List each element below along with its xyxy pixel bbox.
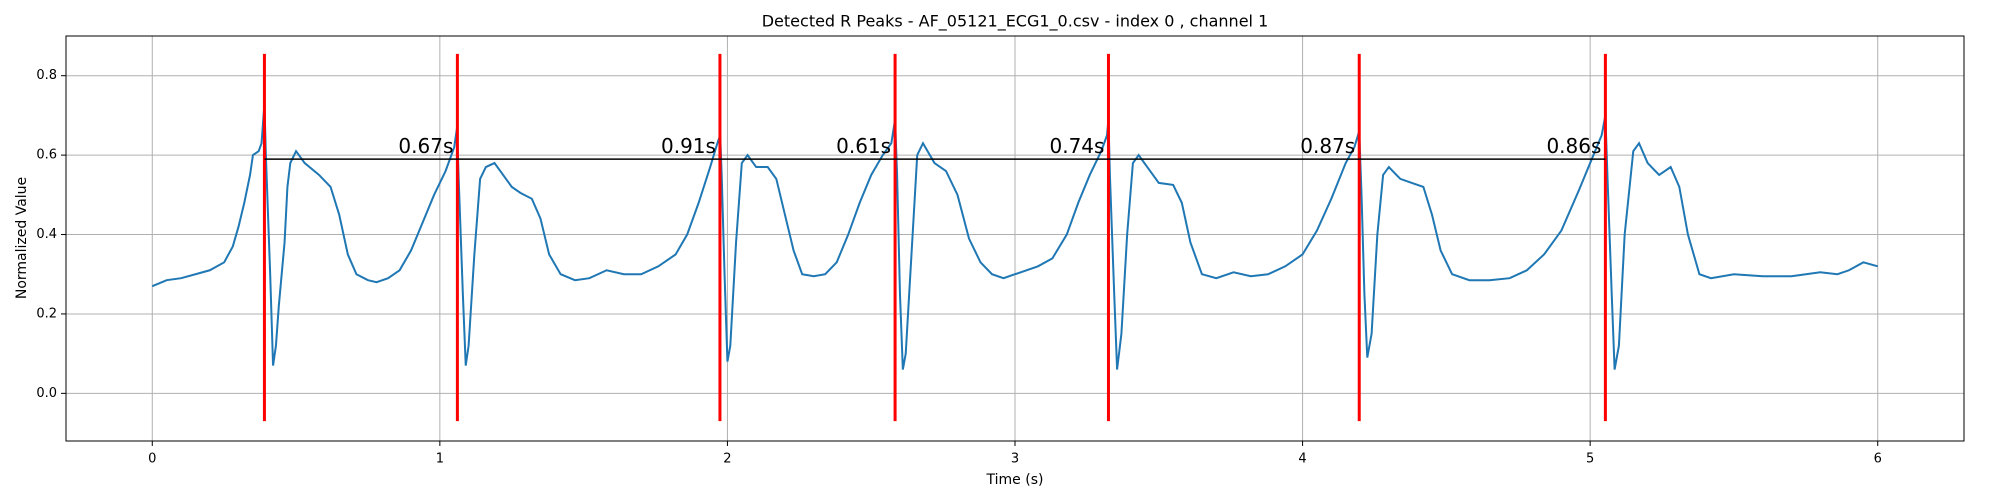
y-tick-label: 0.0 bbox=[36, 386, 57, 401]
interval-label: 0.86s bbox=[1546, 134, 1601, 158]
chart-title: Detected R Peaks - AF_05121_ECG1_0.csv -… bbox=[762, 12, 1269, 32]
interval-label: 0.91s bbox=[661, 134, 716, 158]
signal-line bbox=[151, 103, 1878, 370]
y-tick-label: 0.8 bbox=[36, 68, 57, 83]
x-tick-label: 2 bbox=[723, 452, 731, 467]
y-tick-label: 0.4 bbox=[36, 227, 57, 242]
x-tick-label: 3 bbox=[1011, 452, 1019, 467]
y-tick-label: 0.6 bbox=[36, 148, 57, 163]
interval-label: 0.67s bbox=[398, 134, 453, 158]
interval-label: 0.87s bbox=[1300, 134, 1355, 158]
x-tick-label: 1 bbox=[436, 452, 444, 467]
x-tick-label: 5 bbox=[1586, 452, 1594, 467]
x-axis-label: Time (s) bbox=[986, 472, 1044, 488]
interval-label: 0.61s bbox=[836, 134, 891, 158]
x-tick-label: 4 bbox=[1298, 452, 1306, 467]
y-tick-label: 0.2 bbox=[36, 306, 57, 321]
x-tick-label: 0 bbox=[148, 452, 156, 467]
interval-label: 0.74s bbox=[1050, 134, 1105, 158]
plot-frame bbox=[65, 35, 1965, 442]
y-axis-label: Normalized Value bbox=[14, 177, 30, 299]
x-tick-label: 6 bbox=[1874, 452, 1882, 467]
